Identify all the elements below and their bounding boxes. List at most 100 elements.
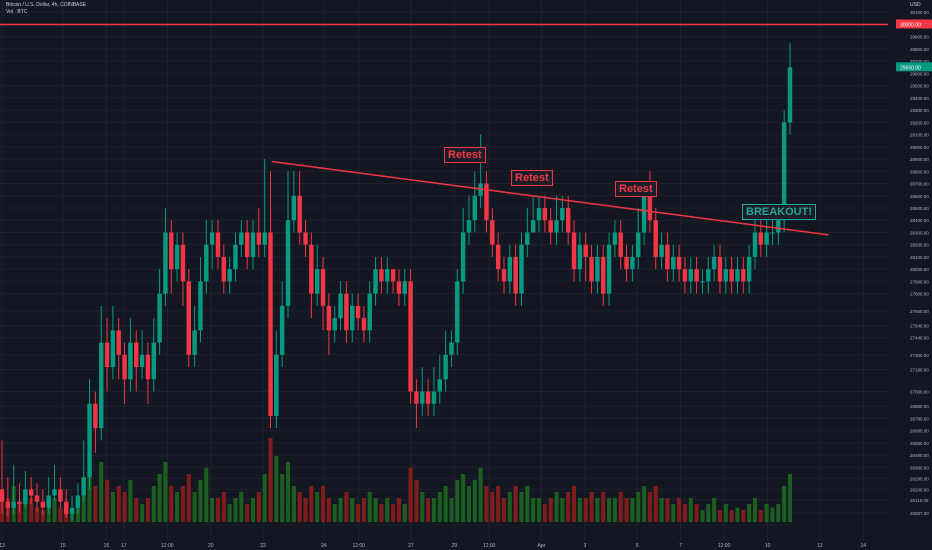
price-tick-label: 29200.00 <box>910 120 929 125</box>
volume-bar <box>513 486 518 522</box>
last-price-tag <box>896 62 932 72</box>
volume-bar <box>437 492 442 522</box>
volume-bar <box>729 510 734 522</box>
retest-label-3[interactable]: Retest <box>615 181 657 197</box>
time-tick-label: 13 <box>0 543 5 549</box>
price-tick-label: 29300.00 <box>910 108 929 113</box>
volume-bar <box>175 492 180 522</box>
volume-bar <box>431 498 436 522</box>
volume-bar <box>741 510 746 522</box>
resistance-price-text: 30000.00 <box>900 22 921 28</box>
volume-bar <box>40 510 45 522</box>
volume-bar <box>239 492 244 522</box>
volume-bar <box>642 486 647 522</box>
time-tick-label: 10 <box>765 543 771 549</box>
time-tick-label: 7 <box>679 543 682 549</box>
price-axis[interactable]: 30100.00 29900.00 29800.00 29700.00 29600.00… <box>888 0 932 550</box>
candle-body <box>408 281 413 392</box>
descending-trendline[interactable] <box>271 160 829 236</box>
volume-bar <box>99 462 104 522</box>
candle-body <box>262 232 267 245</box>
volume-bar <box>350 498 355 522</box>
candle-body <box>443 354 448 380</box>
candle-body <box>5 501 11 508</box>
volume-bar <box>180 486 185 522</box>
candle-body <box>490 220 495 245</box>
candle-body <box>472 195 478 221</box>
volume-bar <box>706 504 711 522</box>
breakout-label[interactable]: BREAKOUT! <box>742 204 816 220</box>
volume-bar <box>163 462 168 522</box>
candle-body <box>536 208 542 221</box>
time-axis[interactable]: 13 15 16 17 12:00 20 22 24 12:00 27 29 12:00 Apr 3 5 7 1… <box>0 540 932 550</box>
volume-bar <box>682 504 687 522</box>
candle-body <box>758 232 764 245</box>
volume-bar <box>256 492 261 522</box>
time-tick-label: 20 <box>208 543 214 549</box>
volume-bar <box>653 486 658 522</box>
candle-body <box>460 232 466 282</box>
volume-bar <box>379 504 384 522</box>
volume-bar <box>297 492 302 522</box>
candle-body <box>589 256 594 282</box>
candle-body <box>723 269 729 282</box>
candle-body <box>449 342 454 355</box>
candle-body <box>530 220 536 233</box>
volume-bar <box>391 504 396 522</box>
candle-body <box>466 220 472 233</box>
candle-body <box>209 232 215 245</box>
candle-body <box>204 244 209 282</box>
candle-body <box>244 232 250 257</box>
volume-bar <box>671 504 676 522</box>
candle-body <box>99 342 104 429</box>
volume-bar <box>326 498 331 522</box>
candle-body <box>682 269 688 282</box>
volume-bar <box>198 480 203 522</box>
time-tick-label: 29 <box>452 543 458 549</box>
volume-bar <box>636 492 641 522</box>
volume-bar <box>782 486 787 522</box>
retest-label-2[interactable]: Retest <box>511 170 553 186</box>
volume-bar <box>105 480 110 522</box>
candle-body <box>145 354 151 380</box>
candle-body <box>706 269 711 282</box>
volume-bar <box>385 498 390 522</box>
symbol-title[interactable]: Bitcoin / U.S. Dollar, 4h, COINBASE <box>6 2 87 8</box>
candle-body <box>52 489 57 496</box>
volume-bar <box>303 498 308 522</box>
candle-body <box>571 232 577 270</box>
candle-body <box>11 501 16 508</box>
retest-label-1[interactable]: Retest <box>444 147 486 163</box>
candle-body <box>425 391 431 404</box>
candle-body <box>116 330 121 355</box>
candle-body <box>501 269 507 282</box>
candle-body <box>344 293 349 331</box>
candle-body <box>34 495 40 502</box>
volume-bar <box>758 510 763 522</box>
candle-body <box>157 293 162 343</box>
candle-body <box>560 208 565 221</box>
volume-bars <box>0 438 793 522</box>
volume-bar <box>426 498 431 522</box>
price-tick-label: 29900.00 <box>910 35 929 40</box>
volume-bar <box>577 498 582 522</box>
volume-bar <box>770 507 775 522</box>
volume-bar <box>700 510 705 522</box>
price-tick-label: 29500.00 <box>910 84 929 89</box>
time-tick-label: 22 <box>260 543 266 549</box>
candle-body <box>735 269 740 282</box>
volume-bar <box>315 492 320 522</box>
candle-body <box>420 391 425 404</box>
candle-body <box>437 379 442 392</box>
candle-body <box>215 232 221 257</box>
price-tick-label: 28800.00 <box>910 169 929 174</box>
price-tick-label: 26200.00 <box>910 487 929 492</box>
volume-bar <box>677 498 682 522</box>
price-tick-label: 28100.00 <box>910 255 929 260</box>
volume-bar <box>134 498 139 522</box>
volume-bar <box>58 507 63 522</box>
volume-bar <box>221 492 226 522</box>
candle-body <box>297 195 302 233</box>
time-tick-label: 17 <box>121 543 127 549</box>
